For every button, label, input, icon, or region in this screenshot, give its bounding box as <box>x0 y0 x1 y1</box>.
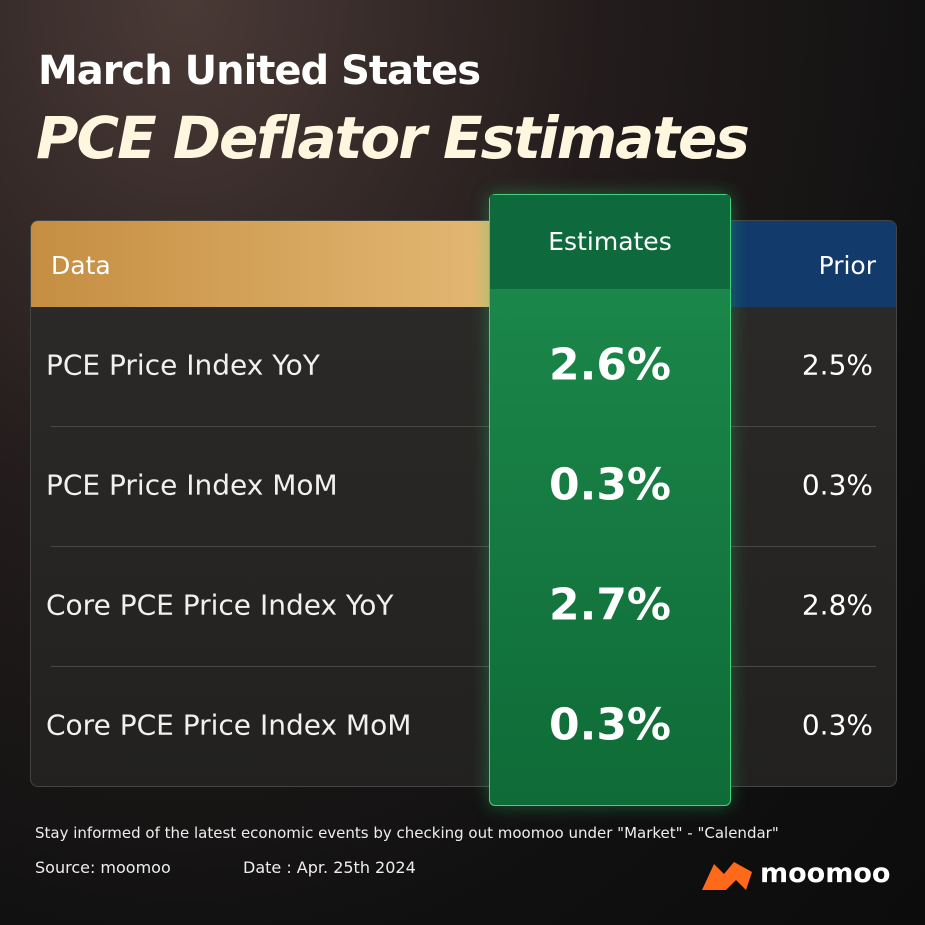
row-label: Core PCE Price Index MoM <box>46 708 412 742</box>
row-label: PCE Price Index YoY <box>46 348 320 382</box>
header-bg <box>31 221 491 307</box>
date: Date : Apr. 25th 2024 <box>243 858 416 877</box>
title: PCE Deflator Estimates <box>36 104 750 172</box>
title: March United States <box>38 48 481 94</box>
header-bg <box>731 221 896 307</box>
prior-value: 0.3% <box>801 708 873 742</box>
column-header: Data <box>51 251 111 280</box>
estimate-value: 2.6% <box>548 339 672 391</box>
prior-value: 2.8% <box>801 588 873 622</box>
logo-shape <box>702 862 752 890</box>
estimates-column: Estimates <box>489 194 731 806</box>
column-header: Prior <box>818 251 876 280</box>
prior-value: 2.5% <box>801 348 873 382</box>
row-separator <box>51 666 876 667</box>
estimate-value: 0.3% <box>548 459 672 511</box>
row-separator <box>51 546 876 547</box>
logo-icon <box>702 862 752 890</box>
prior-value: 0.3% <box>801 468 873 502</box>
header-bg <box>490 195 730 289</box>
row-label: PCE Price Index MoM <box>46 468 338 502</box>
source: Source: moomoo <box>35 858 171 877</box>
column-header: Estimates <box>548 227 672 256</box>
estimate-value: 2.7% <box>548 579 672 631</box>
footnote: Stay informed of the latest economic eve… <box>35 824 779 842</box>
row-separator <box>51 426 876 427</box>
table: Data Prior <box>30 220 897 787</box>
estimate-value: 0.3% <box>548 699 672 751</box>
row-label: Core PCE Price Index YoY <box>46 588 394 622</box>
brand: moomoo <box>760 858 891 889</box>
